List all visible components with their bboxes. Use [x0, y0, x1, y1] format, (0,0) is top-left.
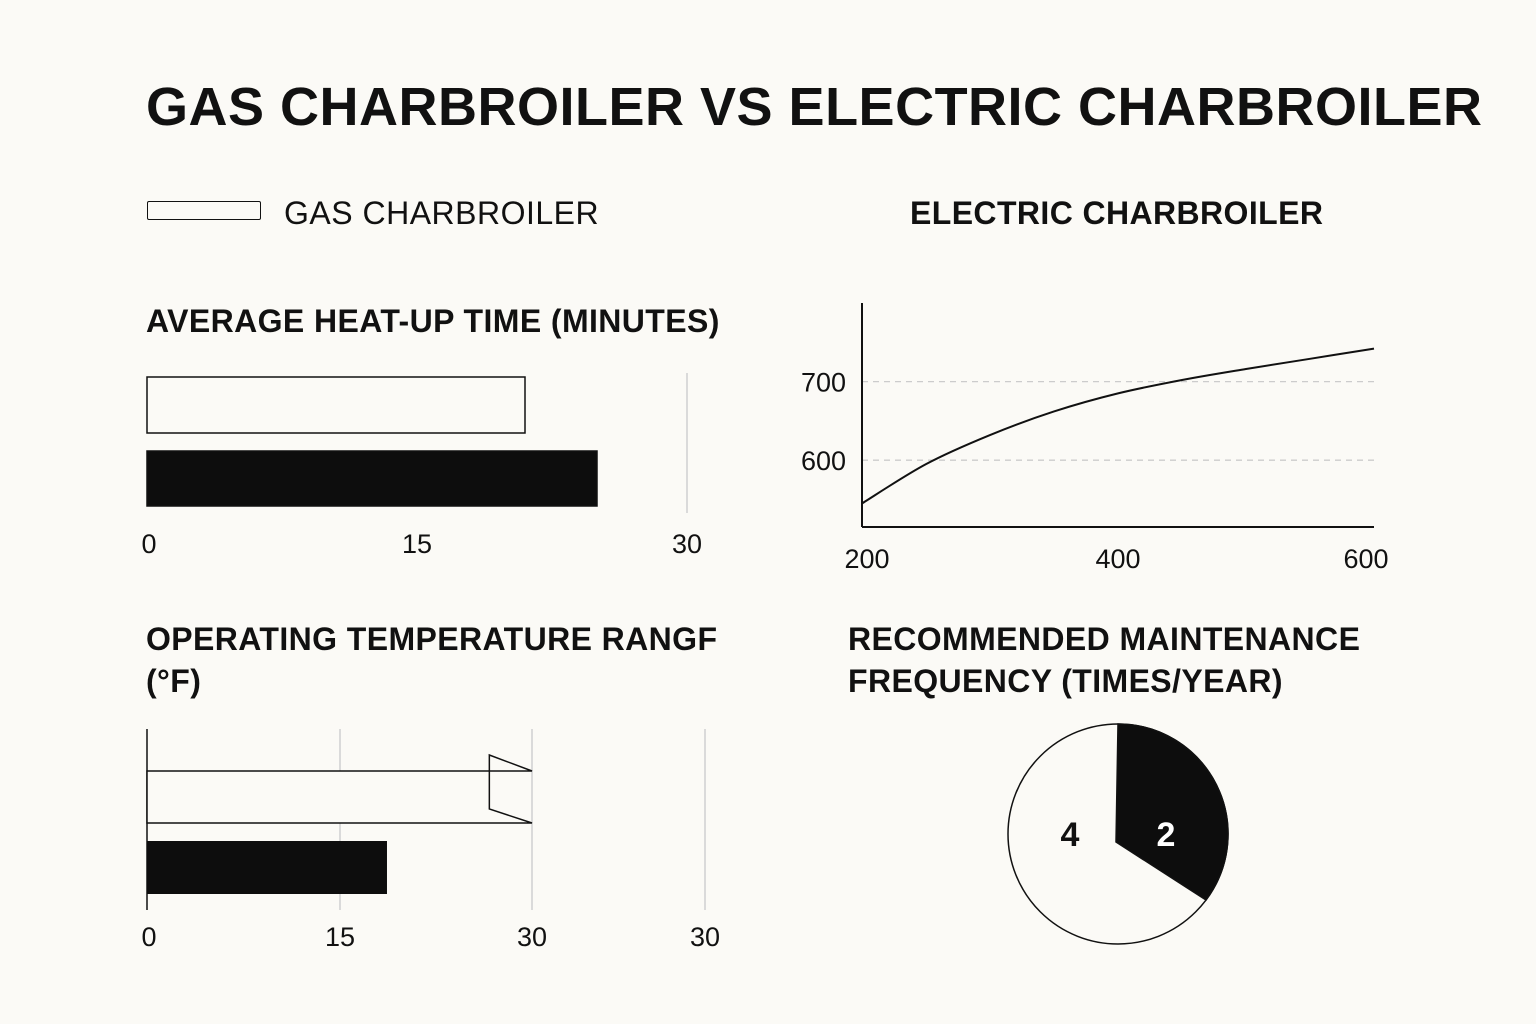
legend-gas-swatch — [147, 201, 261, 220]
temp-x-tick-label: 0 — [141, 922, 156, 952]
line-x-tick-label: 200 — [844, 544, 889, 574]
line-x-tick-label: 400 — [1095, 544, 1140, 574]
temp-chart-title-line2: (°F) — [146, 663, 202, 699]
heatup-x-tick-label: 15 — [402, 529, 432, 559]
line-y-tick-label: 600 — [801, 446, 846, 476]
line-y-tick-label: 700 — [801, 368, 846, 398]
pie-label-gas: 4 — [1061, 816, 1080, 854]
pie-chart-title-line1: RECOMMENDED MAINTENANCE — [848, 621, 1361, 657]
temp-chart-title-line1: OPERATING TEMPERATURE RANGF — [146, 621, 718, 657]
legend-gas-label: GAS CHARBROILER — [284, 195, 600, 231]
line-chart-title: ELECTRIC CHARBROILER — [910, 195, 1324, 231]
page-title: GAS CHARBROILER VS ELECTRIC CHARBROILER — [146, 77, 1483, 137]
pie-label-electric: 2 — [1157, 816, 1176, 854]
temp-x-tick-label: 30 — [690, 922, 720, 952]
heatup-bar-gas — [146, 376, 526, 434]
heatup-bar-electric — [146, 450, 598, 507]
heatup-x-tick-label: 0 — [141, 529, 156, 559]
line-x-tick-label: 600 — [1343, 544, 1388, 574]
heatup-x-tick-label: 30 — [672, 529, 702, 559]
temp-bar-gas — [146, 753, 533, 824]
temp-bar-electric — [147, 841, 387, 894]
line-series-electric — [861, 347, 1375, 505]
temp-x-tick-label: 15 — [325, 922, 355, 952]
temp-x-tick-label: 30 — [517, 922, 547, 952]
pie-chart-title-line2: FREQUENCY (TIMES/YEAR) — [848, 663, 1283, 699]
pie-slice-electric — [1115, 723, 1229, 902]
heatup-chart-title: AVERAGE HEAT-UP TIME (MINUTES) — [146, 303, 720, 339]
